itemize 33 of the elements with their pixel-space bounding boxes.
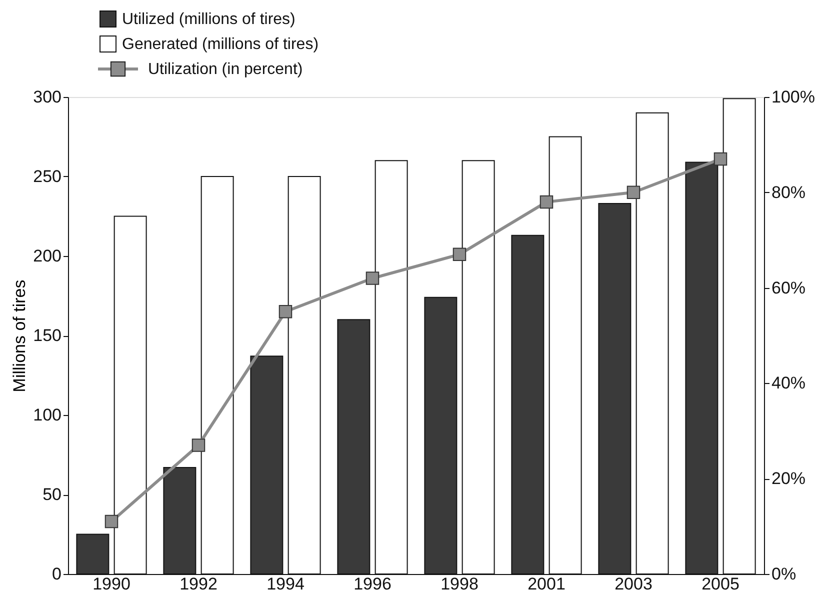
point <box>714 152 728 166</box>
y2-tick-label: 80% <box>772 182 806 202</box>
x-tick-label: 1994 <box>266 574 304 594</box>
y-tick-label: 0 <box>52 564 62 584</box>
y2-tick-label: 60% <box>772 278 806 298</box>
y-tick-label: 100 <box>33 406 62 424</box>
x-tick-label: 2003 <box>614 574 652 594</box>
x-tick-label: 2005 <box>702 574 740 594</box>
x-tick-label: 1998 <box>440 574 478 594</box>
x-tick-label: 1992 <box>180 574 218 594</box>
legend-label: Utilization (in percent) <box>148 61 303 78</box>
point <box>452 248 466 262</box>
y2-tick-label: 100% <box>772 88 815 106</box>
point <box>278 305 292 318</box>
y2-tick-label: 0% <box>772 564 796 584</box>
point <box>540 195 554 209</box>
y-tick-label: 150 <box>33 326 62 345</box>
y-tick-label: 250 <box>33 167 62 186</box>
y-axis-title: Millions of tires <box>10 280 30 392</box>
y2-tick-label: 20% <box>772 469 806 488</box>
point <box>192 438 206 452</box>
legend-label: Generated (millions of tires) <box>122 36 319 53</box>
x-tick-label: 2001 <box>528 574 566 594</box>
point <box>626 186 640 200</box>
x-tick-label: 1990 <box>92 574 130 594</box>
legend-label: Utilized (millions of tires) <box>122 11 296 28</box>
y-tick-label: 300 <box>33 88 62 106</box>
y-tick-label: 200 <box>33 246 62 266</box>
point <box>104 514 118 528</box>
y-tick-label: 50 <box>42 485 62 504</box>
x-tick-label: 1996 <box>354 574 392 594</box>
point <box>366 272 380 285</box>
y2-tick-label: 40% <box>772 374 806 393</box>
